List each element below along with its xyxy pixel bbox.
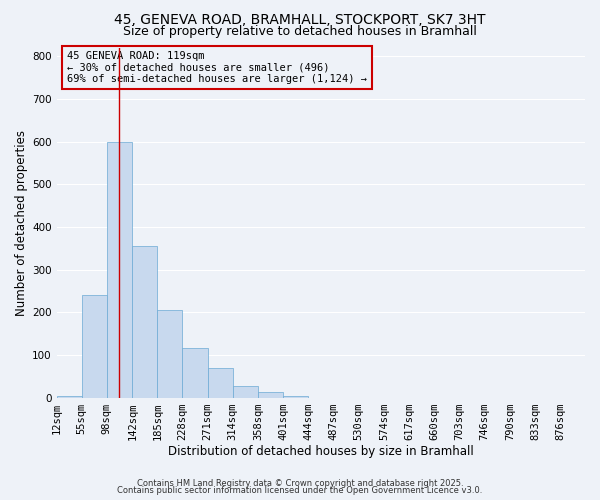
Bar xyxy=(258,392,283,398)
Bar xyxy=(107,142,133,398)
Text: Contains HM Land Registry data © Crown copyright and database right 2025.: Contains HM Land Registry data © Crown c… xyxy=(137,478,463,488)
Bar xyxy=(133,246,157,398)
Text: Size of property relative to detached houses in Bramhall: Size of property relative to detached ho… xyxy=(123,25,477,38)
Bar xyxy=(157,310,182,398)
Bar xyxy=(82,296,107,398)
Text: Contains public sector information licensed under the Open Government Licence v3: Contains public sector information licen… xyxy=(118,486,482,495)
Bar xyxy=(182,348,208,398)
Text: 45 GENEVA ROAD: 119sqm
← 30% of detached houses are smaller (496)
69% of semi-de: 45 GENEVA ROAD: 119sqm ← 30% of detached… xyxy=(67,51,367,84)
X-axis label: Distribution of detached houses by size in Bramhall: Distribution of detached houses by size … xyxy=(168,444,474,458)
Bar xyxy=(208,368,233,398)
Bar xyxy=(56,396,82,398)
Y-axis label: Number of detached properties: Number of detached properties xyxy=(15,130,28,316)
Bar xyxy=(233,386,258,398)
Bar xyxy=(283,396,308,398)
Text: 45, GENEVA ROAD, BRAMHALL, STOCKPORT, SK7 3HT: 45, GENEVA ROAD, BRAMHALL, STOCKPORT, SK… xyxy=(114,12,486,26)
